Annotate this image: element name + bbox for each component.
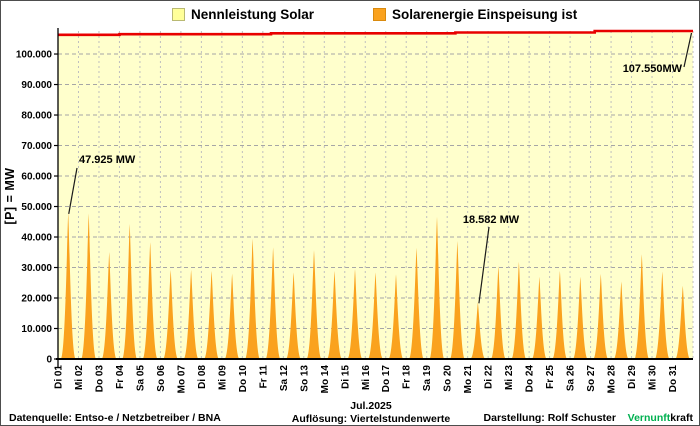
solar-day-curve [204,270,220,359]
solar-day-curve [101,252,117,359]
footer-month: Jul.2025 [350,400,392,412]
y-axis-tick-label: 40.000 [21,233,52,244]
annotation-label: 47.925 MW [79,154,136,166]
x-axis-tick-label: Do 24 [525,365,536,393]
solar-day-curve [327,270,343,359]
footer-datasource: Datenquelle: Entso-e / Netzbetreiber / B… [9,412,221,424]
solar-day-curve [367,272,384,359]
solar-day-curve [142,242,158,359]
solar-day-curve [470,302,486,359]
solar-day-curve [634,254,650,359]
solar-day-curve [163,269,179,359]
y-axis-tick-label: 0 [46,355,52,366]
solar-day-curve [81,213,97,359]
solar-day-curve [306,250,322,359]
x-axis-tick-label: Mi 23 [504,365,515,390]
solar-day-curve [511,261,527,359]
x-axis-tick-label: Mo 07 [176,365,187,394]
x-axis-tick-label: Fr 11 [258,365,269,389]
x-axis-tick-label: Di 22 [484,365,495,389]
chart-legend: Nennleistung Solar Solarenergie Einspeis… [1,7,699,29]
nennleistung-area [58,31,693,359]
x-axis-tick-label: Mo 28 [607,365,618,394]
footer-credit-text: Darstellung: Rolf Schuster [483,412,616,424]
annotation-label: 107.550MW [623,63,683,75]
x-axis-tick-label: Di 15 [340,365,351,389]
x-axis-tick-label: Mi 02 [74,365,85,390]
solar-day-curve [552,270,568,359]
solar-day-curve [408,247,424,359]
x-axis-tick-label: Sa 19 [422,365,433,392]
x-axis-tick-label: Do 17 [381,365,392,393]
x-axis-tick-label: So 27 [586,365,597,392]
x-axis-tick-label: Do 31 [668,365,679,393]
x-axis-tick-label: Di 01 [54,365,65,389]
x-axis-tick-label: Mi 09 [217,365,228,390]
y-axis-tick-label: 50.000 [21,202,52,213]
annotation-label: 18.582 MW [463,214,520,226]
solar-day-curve [490,266,506,359]
x-axis-tick-label: Di 08 [197,365,208,389]
y-axis-tick-label: 90.000 [21,80,52,91]
solar-day-curve [245,238,261,359]
solar-day-curve [265,247,281,359]
solar-day-curve [60,212,76,360]
solar-day-curve [286,272,302,359]
capacity-line [58,29,693,37]
footer-center: Jul.2025 Auflösung: Viertelstundenwerte [251,400,491,425]
legend-item-nennleistung: Nennleistung Solar [172,7,314,22]
y-axis-tick-label: 10.000 [21,324,52,335]
x-axis-tick-label: Mi 16 [361,365,372,390]
solar-day-curve [675,285,691,359]
y-axis-tick-label: 70.000 [21,141,52,152]
legend-label-einspeisung: Solarenergie Einspeisung ist [392,7,578,22]
x-axis-tick-label: Mo 21 [463,365,474,394]
solar-day-curve [122,223,138,359]
solar-day-curve [531,276,547,359]
x-axis-tick-label: So 13 [299,365,310,392]
y-axis-tick-label: 80.000 [21,111,52,122]
x-axis-tick-label: Mo 14 [320,365,331,394]
x-axis-tick-label: Fr 25 [545,365,556,389]
footer-credit: Darstellung: Rolf Schuster Vernunftkraft [484,412,693,424]
solar-day-curve [347,269,363,359]
solar-day-curve [449,241,465,359]
einspeisung-swatch-icon [373,8,386,21]
footer-brand-black: kraft [670,412,693,424]
y-axis-tick-label: 30.000 [21,263,52,274]
solar-day-curve [388,274,404,359]
solar-day-curve [593,273,609,359]
solar-day-curve [613,281,629,359]
x-axis-tick-label: So 06 [156,365,167,392]
solar-day-curve [654,271,670,359]
annotation-leader-line [683,32,693,68]
x-axis-tick-label: Do 10 [238,365,249,393]
legend-item-einspeisung: Solarenergie Einspeisung ist [373,7,577,22]
solar-day-curve [572,276,588,359]
solar-day-curve [183,269,199,359]
y-axis-tick-label: 60.000 [21,172,52,183]
annotation-leader-line [68,167,78,214]
solar-day-curve [224,273,240,359]
y-axis-tick-label: 20.000 [21,294,52,305]
x-axis-tick-label: Fr 04 [115,365,126,389]
x-axis-tick-label: Fr 18 [402,365,413,389]
x-axis-tick-label: Sa 12 [279,365,290,392]
footer-brand-green: Vernunft [627,412,671,424]
chart-footer: Datenquelle: Entso-e / Netzbetreiber / B… [1,399,699,425]
y-axis-tick-label: 100.000 [16,50,53,61]
x-axis-tick-label: Di 29 [627,365,638,389]
legend-label-nennleistung: Nennleistung Solar [191,7,315,22]
nennleistung-swatch-icon [172,8,185,21]
x-axis-tick-label: Sa 26 [566,365,577,392]
x-axis-tick-label: Sa 05 [135,365,146,392]
x-axis-tick-label: Mi 30 [648,365,659,390]
solar-day-curve [429,216,445,359]
x-axis-tick-label: Do 03 [94,365,105,393]
annotation-leader-line [478,226,490,304]
x-axis-tick-label: So 20 [443,365,454,392]
footer-resolution: Auflösung: Viertelstundenwerte [291,413,451,425]
